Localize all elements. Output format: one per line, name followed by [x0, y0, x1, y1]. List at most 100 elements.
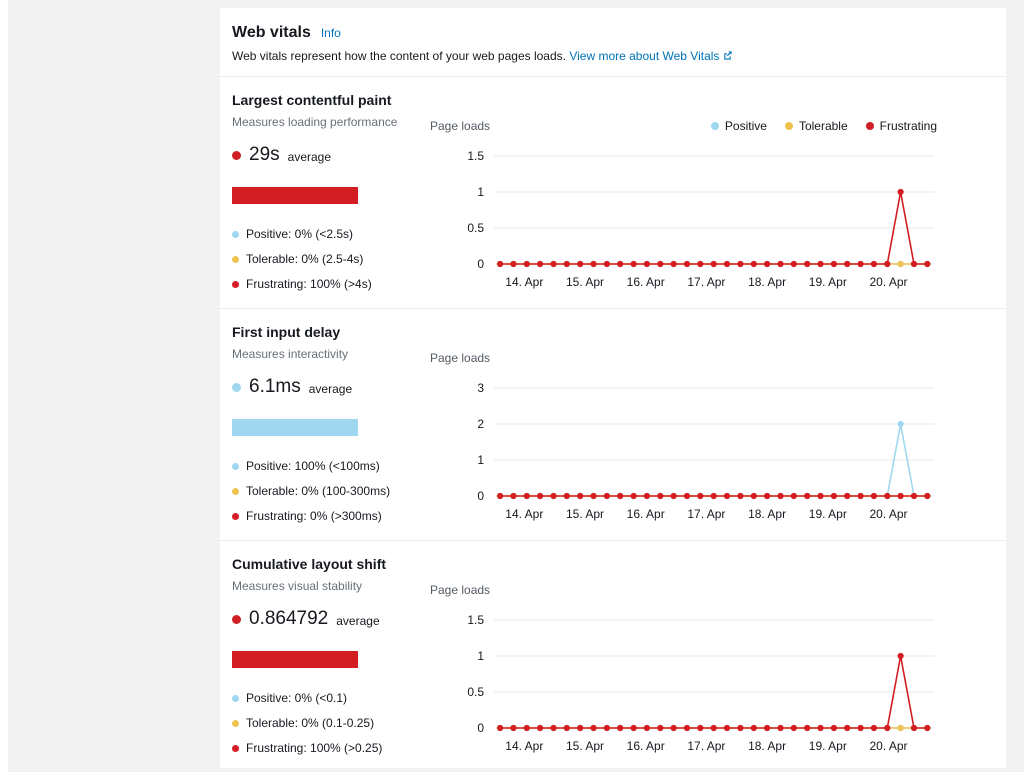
panel-header: Web vitals Info Web vitals represent how… [220, 8, 1006, 76]
panel-description: Web vitals represent how the content of … [232, 49, 986, 64]
chart-legend: Positive Tolerable Frustrating [710, 119, 937, 133]
svg-text:1: 1 [477, 453, 484, 467]
distribution-row: Tolerable: 0% (0.1-0.25) [232, 716, 422, 730]
distribution-label: Frustrating: 0% (>300ms) [246, 509, 382, 523]
web-vitals-learn-more-link[interactable]: View more about Web Vitals [569, 49, 720, 63]
average-status-dot-icon [232, 614, 241, 624]
page-title: Web vitals [232, 24, 311, 41]
distribution-label: Tolerable: 0% (2.5-4s) [246, 252, 364, 266]
metric-subtitle: Measures loading performance [232, 115, 398, 129]
svg-text:1.5: 1.5 [467, 149, 484, 163]
distribution-row: Tolerable: 0% (100-300ms) [232, 484, 422, 498]
svg-text:20. Apr: 20. Apr [869, 275, 907, 289]
largest-contentful-paint-chart[interactable]: 0 0.5 1 1.5 14. Apr 15. Apr 16. Apr 17. Apr 18. … [422, 142, 982, 300]
distribution-row: Tolerable: 0% (2.5-4s) [232, 252, 422, 266]
distribution-row: Positive: 0% (<2.5s) [232, 227, 422, 241]
svg-text:19. Apr: 19. Apr [809, 739, 847, 753]
distribution-label: Tolerable: 0% (0.1-0.25) [246, 716, 375, 730]
positive-dot-icon [232, 230, 239, 238]
info-link[interactable]: Info [320, 26, 341, 40]
svg-text:0: 0 [477, 489, 484, 503]
frustrating-dot-icon [232, 280, 239, 288]
web-vital-card-first-input-delay: First input delay Measures interactivity… [220, 308, 1006, 540]
distribution-bar [232, 651, 358, 668]
positive-dot-icon [710, 122, 719, 130]
svg-text:2: 2 [477, 417, 484, 431]
svg-text:19. Apr: 19. Apr [809, 275, 847, 289]
distribution-row: Frustrating: 100% (>0.25) [232, 741, 422, 755]
web-vital-card-cumulative-layout-shift: Cumulative layout shift Measures visual … [220, 540, 1006, 772]
svg-text:16. Apr: 16. Apr [627, 739, 665, 753]
svg-text:15. Apr: 15. Apr [566, 275, 604, 289]
svg-text:15. Apr: 15. Apr [566, 739, 604, 753]
svg-text:0: 0 [477, 721, 484, 735]
distribution-bar [232, 187, 358, 204]
svg-text:14. Apr: 14. Apr [505, 275, 543, 289]
average-value: 0.864792 [249, 608, 329, 629]
distribution-label: Frustrating: 100% (>4s) [246, 277, 372, 291]
svg-text:0.5: 0.5 [467, 221, 484, 235]
distribution-label: Positive: 0% (<0.1) [246, 691, 348, 705]
tolerable-dot-icon [232, 719, 239, 727]
svg-text:20. Apr: 20. Apr [869, 507, 907, 521]
average-value-row: 29s average [232, 144, 422, 166]
svg-text:16. Apr: 16. Apr [627, 507, 665, 521]
distribution-label: Positive: 0% (<2.5s) [246, 227, 354, 241]
svg-text:1.5: 1.5 [467, 613, 484, 627]
distribution-legend: Positive: 0% (<2.5s) Tolerable: 0% (2.5-… [232, 227, 422, 291]
svg-text:17. Apr: 17. Apr [687, 739, 725, 753]
svg-text:0: 0 [477, 257, 484, 271]
svg-text:17. Apr: 17. Apr [687, 507, 725, 521]
tolerable-dot-icon [784, 122, 793, 130]
svg-text:20. Apr: 20. Apr [869, 739, 907, 753]
metric-title: First input delay [232, 324, 341, 340]
legend-item-tolerable[interactable]: Tolerable [784, 119, 848, 133]
svg-text:17. Apr: 17. Apr [687, 275, 725, 289]
average-label: average [336, 614, 380, 628]
distribution-legend: Positive: 100% (<100ms) Tolerable: 0% (1… [232, 459, 422, 523]
positive-dot-icon [232, 462, 239, 470]
svg-text:1: 1 [477, 649, 484, 663]
distribution-row: Frustrating: 100% (>4s) [232, 277, 422, 291]
metric-subtitle: Measures interactivity [232, 347, 349, 361]
distribution-label: Positive: 100% (<100ms) [246, 459, 380, 473]
distribution-row: Positive: 100% (<100ms) [232, 459, 422, 473]
svg-text:18. Apr: 18. Apr [748, 507, 786, 521]
first-input-delay-chart[interactable]: 0 1 2 3 14. Apr 15. Apr 16. Apr 17. Apr 18. Apr 1… [422, 374, 982, 532]
average-status-dot-icon [232, 150, 241, 160]
average-value-row: 6.1ms average [232, 376, 422, 398]
svg-text:15. Apr: 15. Apr [566, 507, 604, 521]
tolerable-dot-icon [232, 255, 239, 263]
distribution-row: Frustrating: 0% (>300ms) [232, 509, 422, 523]
distribution-label: Frustrating: 100% (>0.25) [246, 741, 383, 755]
tolerable-dot-icon [232, 487, 239, 495]
svg-text:14. Apr: 14. Apr [505, 507, 543, 521]
legend-item-frustrating[interactable]: Frustrating [865, 119, 937, 133]
frustrating-dot-icon [232, 744, 239, 752]
y-axis-title: Page loads [430, 119, 491, 133]
average-value: 29s [249, 144, 280, 165]
average-status-dot-icon [232, 382, 241, 392]
web-vital-card-largest-contentful-paint: Largest contentful paint Measures loadin… [220, 76, 1006, 308]
metric-subtitle: Measures visual stability [232, 579, 363, 593]
average-value: 6.1ms [249, 376, 301, 397]
description-text: Web vitals represent how the content of … [232, 49, 566, 63]
web-vitals-panel: Web vitals Info Web vitals represent how… [220, 8, 1006, 768]
legend-item-positive[interactable]: Positive [710, 119, 767, 133]
distribution-bar [232, 419, 358, 436]
cumulative-layout-shift-chart[interactable]: 0 0.5 1 1.5 14. Apr 15. Apr 16. Apr 17. Apr 18. … [422, 606, 982, 764]
svg-text:16. Apr: 16. Apr [627, 275, 665, 289]
distribution-label: Tolerable: 0% (100-300ms) [246, 484, 391, 498]
svg-text:18. Apr: 18. Apr [748, 275, 786, 289]
metric-title: Cumulative layout shift [232, 556, 387, 572]
svg-text:0.5: 0.5 [467, 685, 484, 699]
y-axis-title: Page loads [430, 351, 491, 365]
distribution-legend: Positive: 0% (<0.1) Tolerable: 0% (0.1-0… [232, 691, 422, 755]
average-label: average [287, 150, 332, 164]
svg-text:18. Apr: 18. Apr [748, 739, 786, 753]
frustrating-dot-icon [232, 512, 239, 520]
svg-text:14. Apr: 14. Apr [505, 739, 543, 753]
average-value-row: 0.864792 average [232, 608, 422, 630]
svg-text:3: 3 [477, 381, 484, 395]
distribution-row: Positive: 0% (<0.1) [232, 691, 422, 705]
